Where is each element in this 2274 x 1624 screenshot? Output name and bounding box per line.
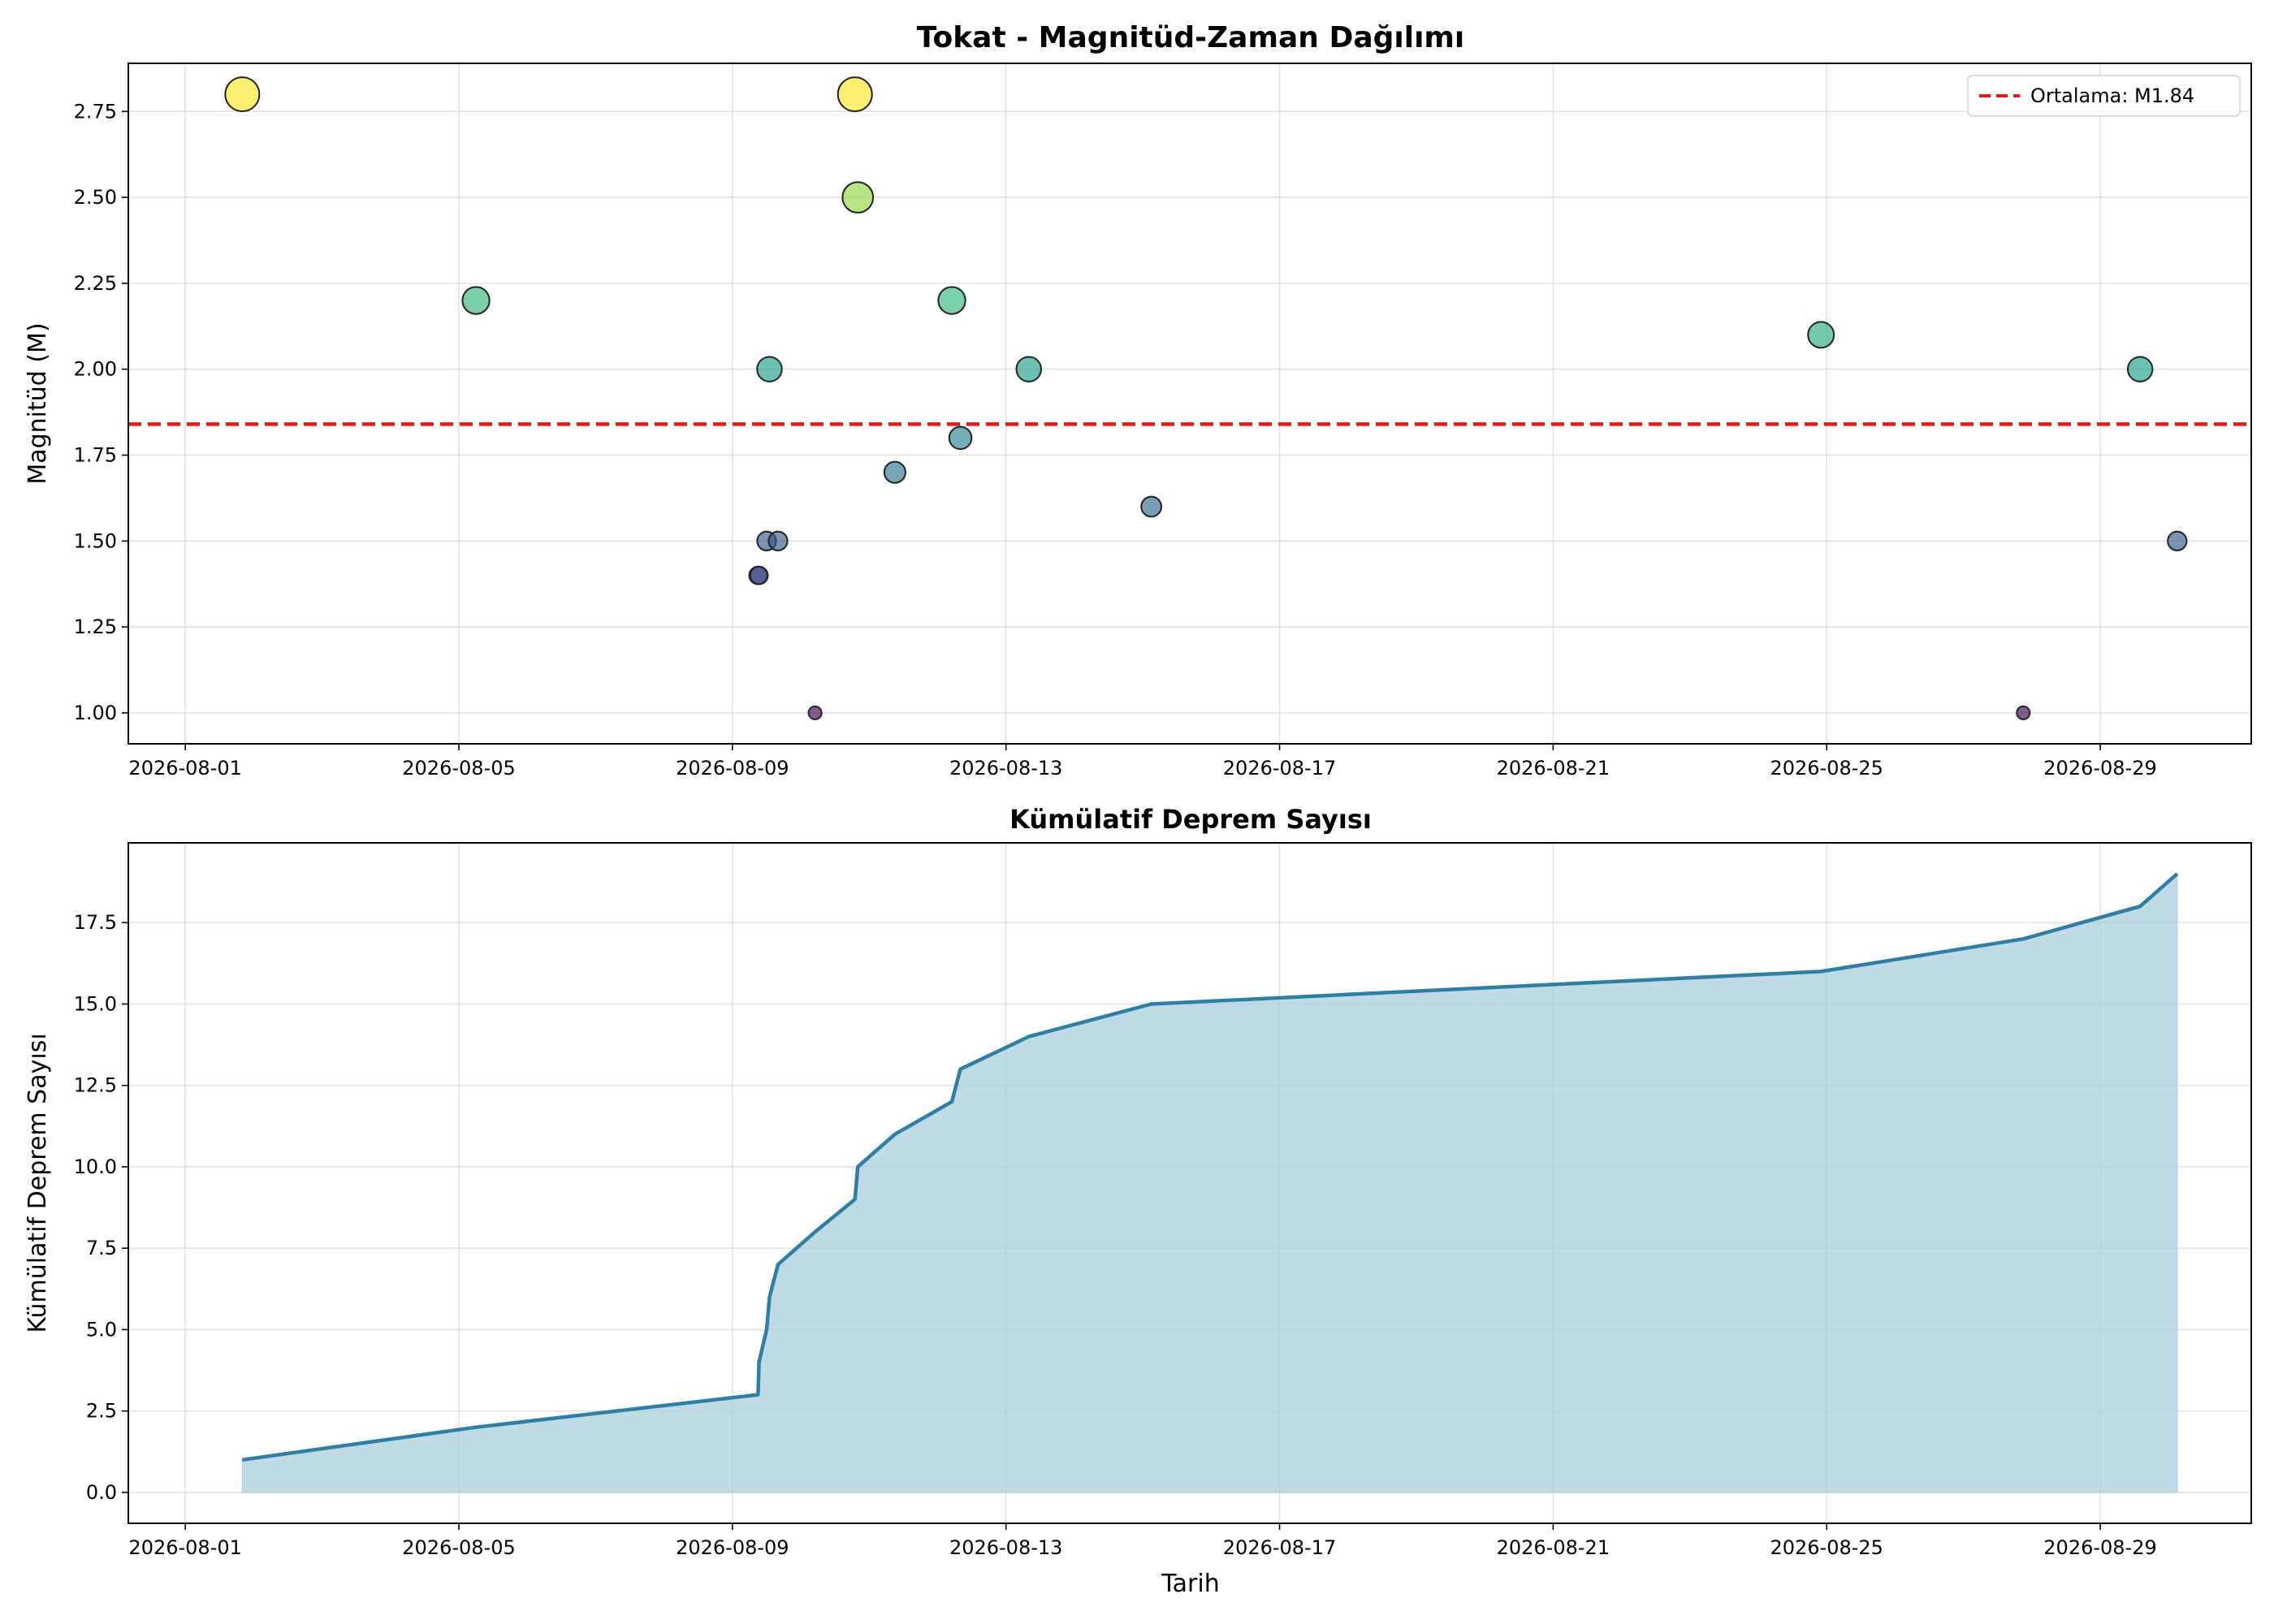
x-tick-label: 2026-08-13 xyxy=(949,1536,1062,1559)
scatter-point xyxy=(883,460,906,484)
y-tick-label: 5.0 xyxy=(86,1318,117,1341)
scatter-point xyxy=(807,705,823,720)
y-tick-label: 7.5 xyxy=(86,1237,117,1259)
cumulative-x-ticks: 2026-08-01 2026-08-05 2026-08-09 2026-08-13… xyxy=(128,1523,2157,1559)
scatter-point xyxy=(1015,356,1042,382)
y-tick-label: 2.5 xyxy=(86,1400,117,1423)
scatter-point xyxy=(1807,321,1835,349)
scatter-point xyxy=(948,425,973,451)
scatter-y-label: Magnitüd (M) xyxy=(24,322,52,484)
y-tick-label: 1.50 xyxy=(74,529,117,552)
legend-label: Ortalama: M1.84 xyxy=(2030,84,2194,107)
scatter-title: Tokat - Magnitüd-Zaman Dağılımı xyxy=(917,21,1465,54)
scatter-legend: Ortalama: M1.84 xyxy=(1967,75,2241,117)
x-tick-label: 2026-08-09 xyxy=(676,757,789,780)
y-tick-label: 1.00 xyxy=(74,702,117,724)
cumulative-x-label: Tarih xyxy=(1161,1570,1219,1598)
x-tick-label: 2026-08-29 xyxy=(2043,1536,2156,1559)
scatter-grid xyxy=(128,63,2251,744)
y-tick-label: 15.0 xyxy=(74,992,117,1015)
scatter-point xyxy=(224,76,261,113)
scatter-axes-frame xyxy=(128,63,2252,745)
cumulative-panel: Kümülatif Deprem Sayısı 2026-08-01 2026-0… xyxy=(24,804,2252,1598)
y-tick-label: 12.5 xyxy=(74,1074,117,1097)
y-tick-label: 2.25 xyxy=(74,272,117,295)
y-tick-label: 10.0 xyxy=(74,1155,117,1178)
scatter-point xyxy=(2016,705,2031,720)
cumulative-line xyxy=(241,872,2179,1462)
x-tick-label: 2026-08-21 xyxy=(1497,757,1610,780)
scatter-point xyxy=(1140,495,1162,518)
x-tick-label: 2026-08-05 xyxy=(402,757,515,780)
x-tick-label: 2026-08-25 xyxy=(1770,1536,1883,1559)
scatter-point xyxy=(461,286,491,315)
x-tick-label: 2026-08-13 xyxy=(949,757,1062,780)
x-tick-label: 2026-08-21 xyxy=(1497,1536,1610,1559)
x-tick-label: 2026-08-09 xyxy=(676,1536,789,1559)
scatter-x-ticks: 2026-08-01 2026-08-05 2026-08-09 2026-08-13… xyxy=(128,744,2157,780)
scatter-y-ticks: 1.00 1.25 1.50 1.75 2.00 2.25 2.50 2.75 xyxy=(74,100,128,724)
x-tick-label: 2026-08-25 xyxy=(1770,757,1883,780)
cumulative-y-ticks: 0.0 2.5 5.0 7.5 10.0 12.5 15.0 17.5 xyxy=(74,911,128,1504)
scatter-point xyxy=(756,356,783,382)
y-tick-label: 0.0 xyxy=(86,1481,117,1504)
cumulative-title: Kümülatif Deprem Sayısı xyxy=(1009,804,1372,835)
cumulative-series xyxy=(241,872,2179,1493)
y-tick-label: 17.5 xyxy=(74,911,117,934)
y-tick-label: 1.75 xyxy=(74,443,117,466)
x-tick-label: 2026-08-01 xyxy=(128,757,241,780)
y-tick-label: 2.50 xyxy=(74,186,117,209)
scatter-point xyxy=(841,181,875,214)
scatter-panel: Tokat - Magnitüd-Zaman Dağılımı 2026-08-… xyxy=(24,21,2252,780)
scatter-point xyxy=(837,76,873,113)
scatter-point xyxy=(2167,530,2188,551)
cumulative-y-label: Kümülatif Deprem Sayısı xyxy=(24,1033,52,1332)
cumulative-axes-frame xyxy=(128,842,2252,1524)
scatter-point xyxy=(937,286,966,315)
x-tick-label: 2026-08-17 xyxy=(1223,1536,1336,1559)
x-tick-label: 2026-08-29 xyxy=(2043,757,2156,780)
x-tick-label: 2026-08-01 xyxy=(128,1536,241,1559)
scatter-point xyxy=(767,530,789,551)
x-tick-label: 2026-08-05 xyxy=(402,1536,515,1559)
y-tick-label: 1.25 xyxy=(74,615,117,638)
y-tick-label: 2.00 xyxy=(74,358,117,381)
x-tick-label: 2026-08-17 xyxy=(1223,757,1336,780)
y-tick-label: 2.75 xyxy=(74,100,117,123)
scatter-points xyxy=(224,76,2188,720)
legend-box xyxy=(1967,75,2241,117)
scatter-point xyxy=(2126,356,2154,382)
scatter-point xyxy=(749,565,769,585)
